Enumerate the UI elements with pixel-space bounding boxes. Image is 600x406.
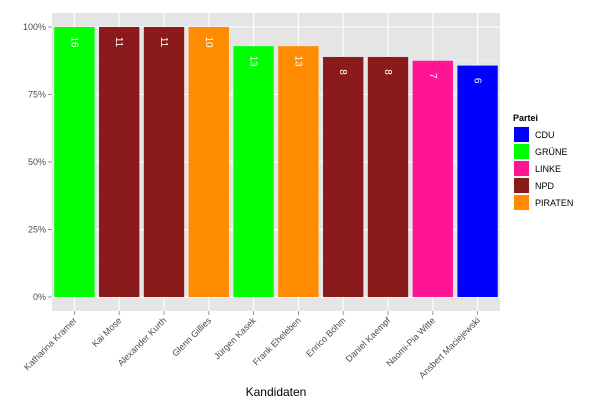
x-tick-label: Katharina Kramer (22, 315, 79, 372)
bar (457, 65, 498, 297)
bar (278, 46, 319, 297)
legend: Partei CDU GRÜNE LINKE NPD PIRATEN (512, 113, 573, 212)
bar (188, 27, 229, 297)
legend-swatch (514, 161, 529, 176)
bar-value-label: 16 (68, 36, 79, 48)
bar-value-label: 13 (292, 56, 303, 68)
x-tick-label: Kai Mose (90, 315, 124, 349)
x-tick-label: Jürgen Kasek (212, 315, 258, 361)
legend-label: GRÜNE (535, 147, 568, 157)
bar (143, 27, 185, 297)
bars: 16 11 11 10 13 13 8 8 7 6 (54, 27, 498, 297)
legend-swatch (514, 127, 529, 142)
legend-label: CDU (535, 130, 555, 140)
bar (233, 46, 274, 297)
bar-value-label: 10 (203, 36, 214, 48)
y-axis: 0% 25% 50% 75% 100% (23, 22, 52, 302)
y-tick-label: 50% (28, 157, 46, 167)
bar-value-label: 8 (382, 69, 393, 75)
legend-swatch (514, 178, 529, 193)
x-axis-title: Kandidaten (246, 385, 307, 399)
y-tick-label: 0% (33, 292, 46, 302)
bar (367, 56, 409, 297)
x-tick-label: Daniel Kaempf (344, 315, 393, 364)
legend-label: LINKE (535, 164, 561, 174)
legend-title: Partei (513, 113, 538, 123)
y-tick-label: 25% (28, 225, 46, 235)
bar-value-label: 13 (248, 56, 259, 68)
bar-value-label: 11 (158, 37, 169, 48)
y-tick-label: 100% (23, 22, 46, 32)
legend-label: PIRATEN (535, 198, 573, 208)
bar (412, 60, 453, 297)
bar-value-label: 11 (113, 37, 124, 48)
bar (54, 27, 95, 297)
y-tick-label: 75% (28, 90, 46, 100)
x-tick-label: Frank Eheleben (251, 315, 303, 367)
bar-value-label: 8 (337, 69, 348, 75)
bar (99, 27, 140, 297)
legend-swatch (514, 195, 529, 210)
bar-value-label: 6 (472, 78, 483, 84)
bar-value-label: 7 (427, 73, 438, 79)
bar (323, 56, 364, 297)
legend-swatch (514, 144, 529, 159)
x-tick-label: Enrico Böhm (304, 315, 348, 359)
x-tick-label: Glenn Gillies (170, 315, 214, 359)
legend-label: NPD (535, 181, 555, 191)
x-tick-label: Alexander Kurth (116, 315, 169, 368)
